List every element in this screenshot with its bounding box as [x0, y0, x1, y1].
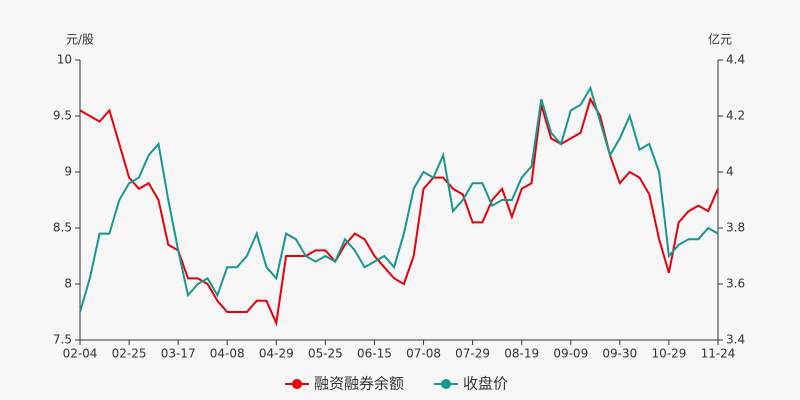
x-tick-label: 07-29: [455, 347, 490, 361]
y-tick-label: 8.5: [53, 221, 72, 235]
legend-label: 融资融券余额: [314, 375, 404, 393]
legend-label: 收盘价: [463, 375, 508, 393]
y2-axis-title: 亿元: [708, 32, 732, 47]
y2-tick-label: 4.2: [726, 109, 745, 123]
y-axis-title: 元/股: [66, 33, 94, 47]
x-tick-label: 06-15: [357, 347, 392, 361]
y-tick-label: 9.5: [53, 109, 72, 123]
x-tick-label: 02-25: [112, 347, 147, 361]
y-tick-label: 7.5: [53, 333, 72, 347]
x-tick-label: 09-09: [553, 347, 588, 361]
y-tick-label: 8: [64, 277, 72, 291]
x-tick-label: 11-24: [701, 347, 736, 361]
y2-tick-label: 4.4: [726, 53, 745, 67]
x-tick-label: 02-04: [63, 347, 98, 361]
x-tick-label: 07-08: [406, 347, 441, 361]
x-tick-label: 05-25: [308, 347, 343, 361]
series-line: [79, 96, 719, 327]
x-tick-label: 03-17: [161, 347, 196, 361]
x-tick-label: 10-29: [651, 347, 686, 361]
legend-swatch-dot: [441, 379, 451, 389]
y-tick-label: 10: [57, 53, 72, 67]
y-tick-label: 9: [64, 165, 72, 179]
x-tick-label: 04-08: [210, 347, 245, 361]
y2-tick-label: 3.6: [726, 277, 745, 291]
y2-tick-label: 3.4: [726, 333, 745, 347]
y2-tick-label: 3.8: [726, 221, 745, 235]
series-line: [79, 85, 719, 313]
x-tick-label: 09-30: [602, 347, 637, 361]
x-tick-label: 04-29: [259, 347, 294, 361]
legend-swatch-dot: [292, 379, 302, 389]
x-tick-label: 08-19: [504, 347, 539, 361]
y2-tick-label: 4: [726, 165, 734, 179]
